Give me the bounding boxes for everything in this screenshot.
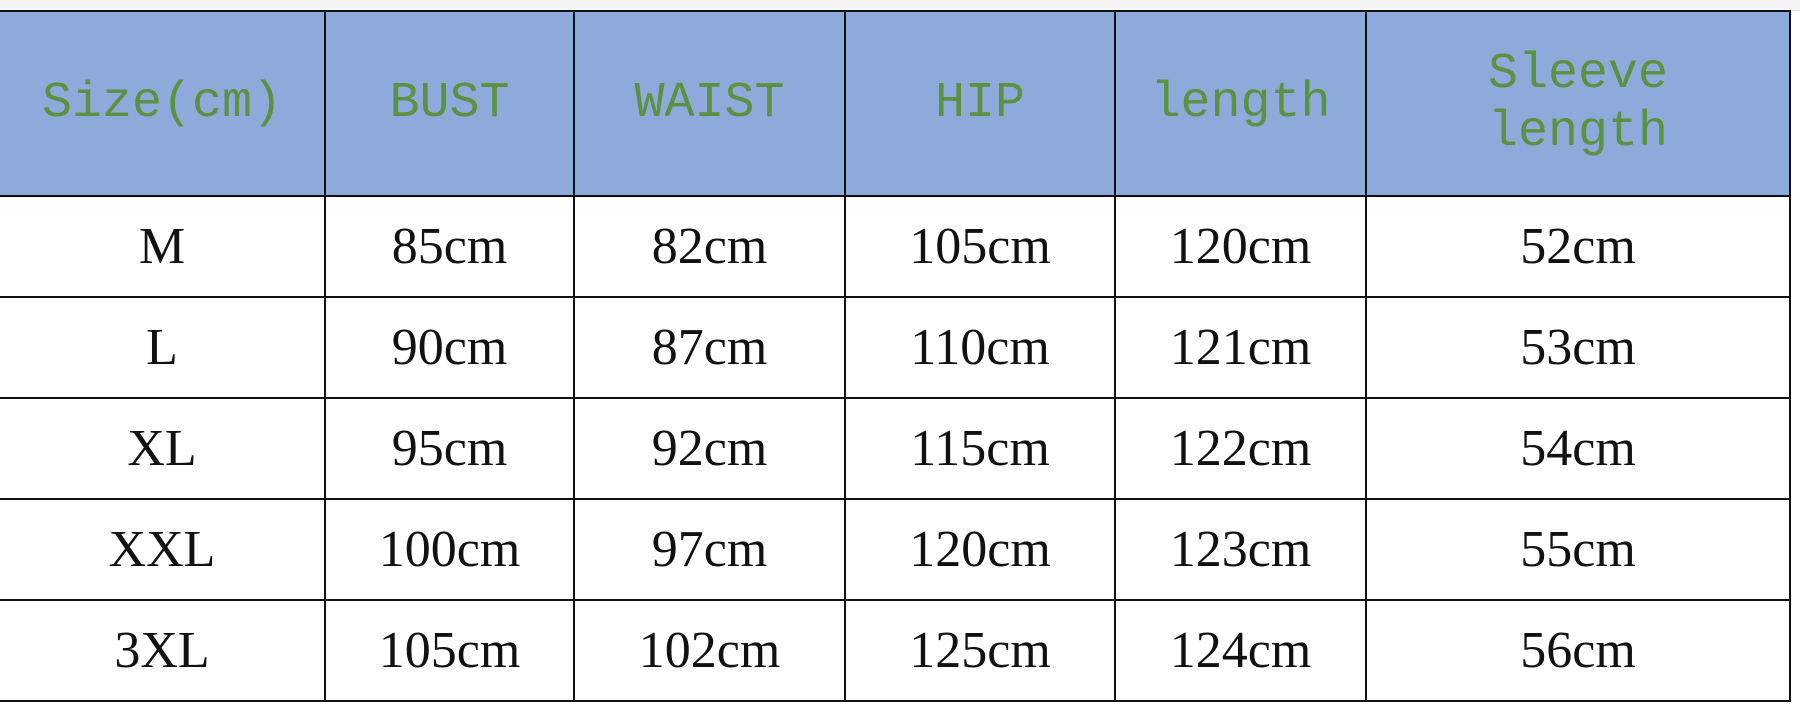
cell-bust: 100cm bbox=[324, 498, 575, 601]
cell-waist: 102cm bbox=[573, 599, 846, 702]
table-row: M 85cm 82cm 105cm 120cm 52cm bbox=[0, 195, 1791, 298]
cell-sleeve-length: 52cm bbox=[1365, 195, 1791, 298]
cell-bust: 95cm bbox=[324, 397, 575, 500]
header-waist: WAIST bbox=[573, 10, 846, 197]
cell-length: 124cm bbox=[1114, 599, 1367, 702]
table-row: 3XL 105cm 102cm 125cm 124cm 56cm bbox=[0, 599, 1791, 702]
cell-size: XL bbox=[0, 397, 326, 500]
cell-size: M bbox=[0, 195, 326, 298]
header-bust: BUST bbox=[324, 10, 575, 197]
table-row: XL 95cm 92cm 115cm 122cm 54cm bbox=[0, 397, 1791, 500]
cell-hip: 120cm bbox=[844, 498, 1116, 601]
cell-sleeve-length: 55cm bbox=[1365, 498, 1791, 601]
size-chart-table: Size(cm) BUST WAIST HIP length Sleeve le… bbox=[0, 10, 1791, 702]
header-length: length bbox=[1114, 10, 1367, 197]
table-row: XXL 100cm 97cm 120cm 123cm 55cm bbox=[0, 498, 1791, 601]
cell-bust: 85cm bbox=[324, 195, 575, 298]
cell-size: 3XL bbox=[0, 599, 326, 702]
cell-sleeve-length: 53cm bbox=[1365, 296, 1791, 399]
cell-length: 122cm bbox=[1114, 397, 1367, 500]
cell-waist: 92cm bbox=[573, 397, 846, 500]
cell-waist: 82cm bbox=[573, 195, 846, 298]
cell-sleeve-length: 56cm bbox=[1365, 599, 1791, 702]
cell-hip: 115cm bbox=[844, 397, 1116, 500]
cell-waist: 97cm bbox=[573, 498, 846, 601]
cell-bust: 90cm bbox=[324, 296, 575, 399]
cell-size: XXL bbox=[0, 498, 326, 601]
header-sleeve-length: Sleeve length bbox=[1365, 10, 1791, 197]
cell-hip: 105cm bbox=[844, 195, 1116, 298]
cell-size: L bbox=[0, 296, 326, 399]
header-hip: HIP bbox=[844, 10, 1116, 197]
cell-hip: 125cm bbox=[844, 599, 1116, 702]
cell-waist: 87cm bbox=[573, 296, 846, 399]
cell-bust: 105cm bbox=[324, 599, 575, 702]
cell-length: 123cm bbox=[1114, 498, 1367, 601]
cell-sleeve-length: 54cm bbox=[1365, 397, 1791, 500]
table-row: L 90cm 87cm 110cm 121cm 53cm bbox=[0, 296, 1791, 399]
header-size: Size(cm) bbox=[0, 10, 326, 197]
cell-hip: 110cm bbox=[844, 296, 1116, 399]
cell-length: 121cm bbox=[1114, 296, 1367, 399]
cell-length: 120cm bbox=[1114, 195, 1367, 298]
header-row: Size(cm) BUST WAIST HIP length Sleeve le… bbox=[0, 10, 1791, 197]
